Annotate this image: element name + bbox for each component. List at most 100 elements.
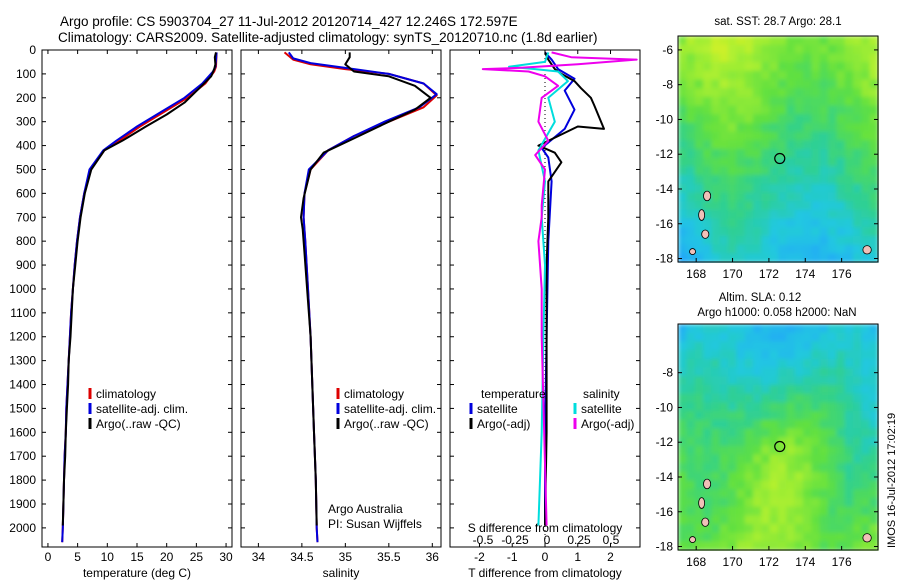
map-cell [744,209,754,220]
map-cell [828,175,838,185]
map-cell [836,36,846,46]
map-cell [694,253,704,263]
map-cell [853,62,863,72]
map-cell [803,88,813,98]
map-cell [753,541,763,551]
map-cell [761,209,771,220]
map-cell [728,96,738,107]
map-cell [803,428,813,438]
map-cell [769,376,779,386]
map-cell [853,358,863,369]
map-cell [694,131,704,142]
map-cell [753,489,763,499]
map-cell [686,350,696,360]
map-cell [786,105,796,116]
map-cell [803,96,813,107]
map-cell [769,367,779,377]
map-cell [703,463,713,473]
map-cell [761,324,771,334]
map-cell [769,36,779,46]
map-cell [819,105,829,116]
map-cell [769,253,779,263]
map-cell [836,183,846,194]
map-cell [828,36,838,46]
map-cell [828,419,838,430]
map-cell [678,454,688,464]
map-cell [744,324,754,334]
map-cell [819,480,829,490]
map-cell [769,489,779,499]
map-cell [736,410,746,421]
map-cell [769,410,779,421]
map-cell [686,235,696,246]
map-cell [861,88,871,98]
map-cell [803,350,813,360]
map-cell [703,324,713,334]
map-cell [694,166,704,176]
map-cell [786,324,796,334]
map-cell [853,209,863,220]
map-cell [794,209,804,220]
map-cell [811,445,821,456]
map-cell [836,53,846,63]
map-cell [728,437,738,447]
map-cell [711,515,721,525]
island-shape [862,533,872,543]
map-cell [819,428,829,438]
map-cell [736,324,746,334]
map-cell [761,454,771,464]
map-x-tick-label: 172 [759,267,779,281]
map-cell [711,419,721,430]
map-cell [728,131,738,142]
map-cell [678,175,688,185]
map-cell [769,332,779,343]
map-cell [753,235,763,246]
legend-label: climatology [344,387,404,401]
depth-tick-label: 1200 [9,330,36,344]
map-cell [678,209,688,220]
map-cell [728,175,738,185]
map-cell [686,62,696,72]
map-cell [761,428,771,438]
map-cell [686,393,696,404]
x2-tick-label: 0 [544,533,551,547]
map-cell [744,140,754,150]
map-cell [744,201,754,211]
map-cell [719,253,729,263]
map-cell [719,497,729,508]
map-cell [861,36,871,46]
map-cell [844,235,854,246]
legend-label: satellite [581,402,622,416]
map-cell [761,332,771,343]
map-cell [686,471,696,482]
map-cell [828,471,838,482]
map-cell [753,227,763,237]
map-cell [711,324,721,334]
map-cell [869,428,879,438]
map-cell [711,454,721,464]
map-cell [786,489,796,499]
map-cell [686,53,696,63]
map-cell [803,541,813,551]
map-cell [853,445,863,456]
depth-tick-label: 1900 [9,497,36,511]
map-cell [711,437,721,447]
map-cell [736,70,746,81]
legend-title: salinity [583,387,620,401]
map-cell [728,350,738,360]
map-cell [794,523,804,534]
map-cell [678,358,688,369]
map-cell [719,209,729,220]
map-cell [844,463,854,473]
map-cell [861,209,871,220]
map-frame [677,35,879,263]
map-cell [803,105,813,116]
map-cell [694,332,704,343]
map-cell [828,96,838,107]
map-cell [853,192,863,202]
map-cell [728,497,738,508]
map-cell [678,506,688,517]
map-cell [736,218,746,229]
map-cell [753,201,763,211]
